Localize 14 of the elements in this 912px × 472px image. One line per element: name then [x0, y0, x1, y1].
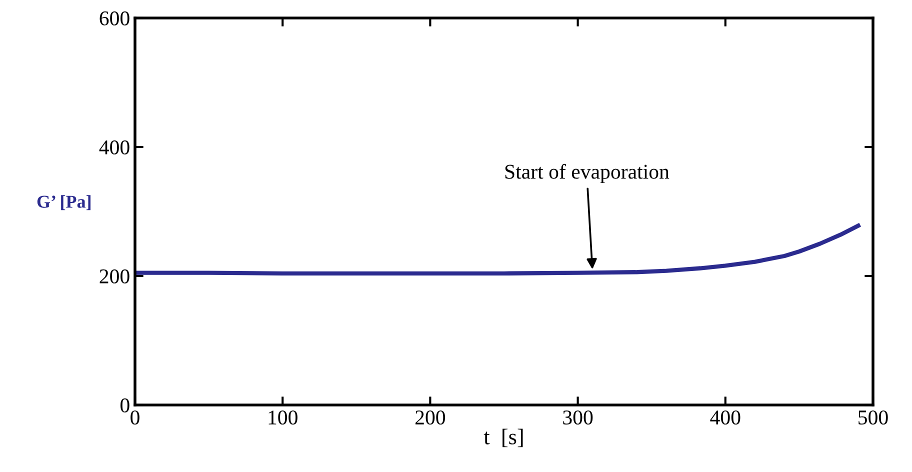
y-tick-label: 0: [120, 398, 130, 412]
x-tick-label: 300: [563, 410, 593, 425]
x-tick-label: 100: [268, 410, 298, 425]
x-axis-title: t [s]: [484, 428, 523, 448]
annotation: Start of evaporation: [505, 164, 670, 184]
y-tick-label: 600: [100, 11, 130, 26]
x-tick-label: 200: [415, 410, 446, 425]
x-tick-label: 400: [710, 410, 740, 425]
y-axis-title: G’ [Pa]: [37, 195, 90, 210]
x-tick-label: 500: [858, 410, 888, 425]
x-tick-label: 0: [130, 410, 140, 425]
y-tick-label: 400: [99, 140, 130, 154]
line-series: [135, 224, 860, 276]
y-tick-label: 200: [100, 269, 130, 284]
